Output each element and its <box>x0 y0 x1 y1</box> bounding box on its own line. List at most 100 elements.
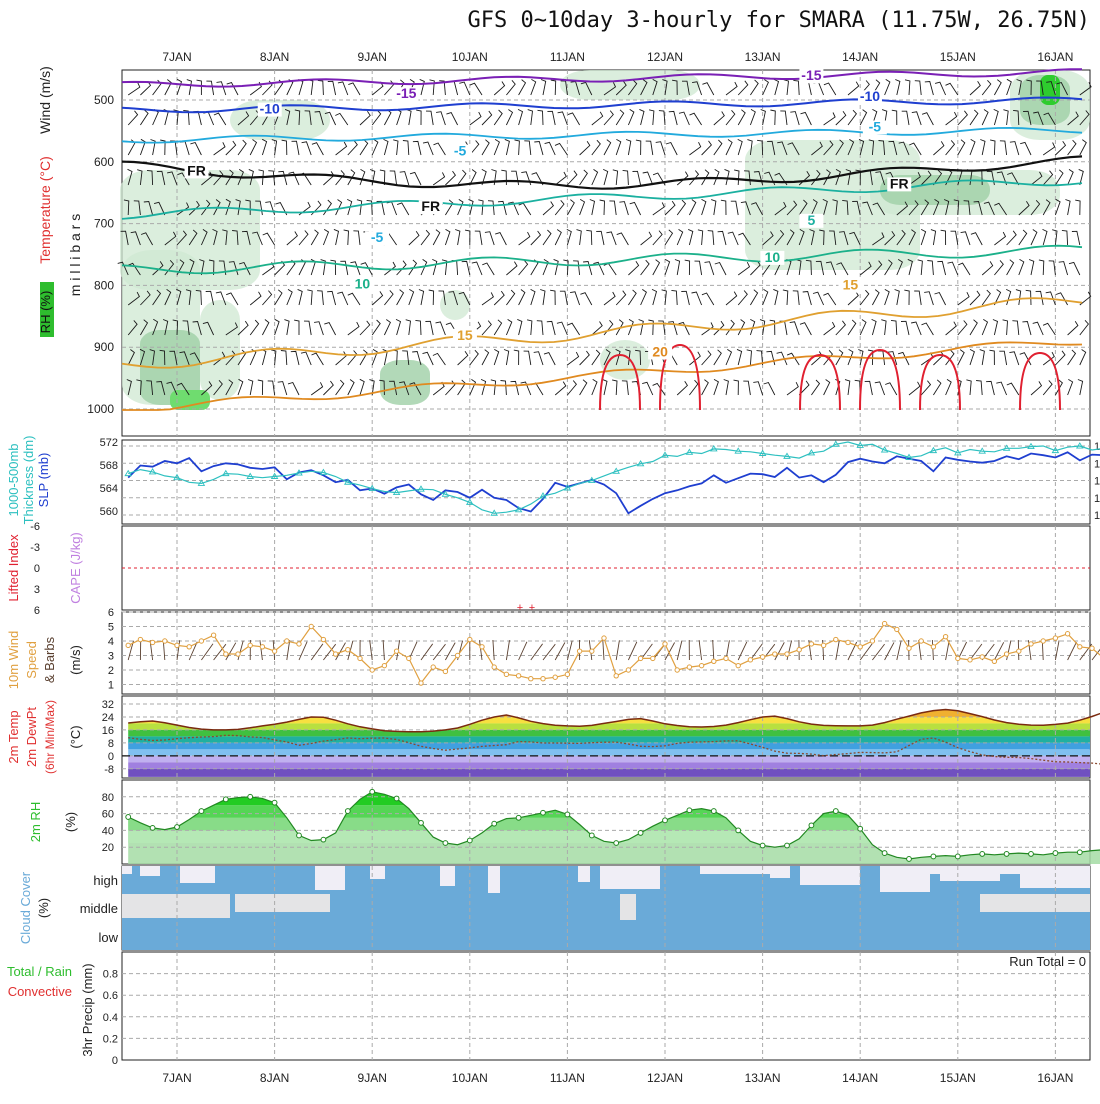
temp2m-tick-label: 32 <box>102 699 114 711</box>
contour-label: 15 <box>457 327 473 343</box>
rh2m-marker <box>687 808 692 813</box>
wind10-marker <box>992 659 996 663</box>
thickness-tick-label: 572 <box>100 437 118 449</box>
cloud-gap-high <box>800 866 860 885</box>
x-tick-label-bottom: 12JAN <box>647 1071 683 1085</box>
wind10-marker <box>736 663 740 667</box>
wind10-marker <box>760 655 764 659</box>
thickness-tick-label: 564 <box>100 483 118 495</box>
x-tick-label-bottom: 10JAN <box>452 1071 488 1085</box>
wind10-marker <box>1004 652 1008 656</box>
li-tick-label: 0 <box>34 563 40 575</box>
rh2m-marker <box>394 796 399 801</box>
wind10-marker <box>699 663 703 667</box>
rh2m-marker <box>663 818 668 823</box>
wind10-marker <box>675 668 679 672</box>
rh2m-marker <box>565 812 570 817</box>
x-tick-label-top: 15JAN <box>940 50 976 64</box>
contour-label: FR <box>890 175 909 191</box>
rh2m-marker <box>809 823 814 828</box>
contour-label: -5 <box>371 229 384 245</box>
contour-label: -15 <box>801 67 821 83</box>
li-tick-label: 6 <box>34 605 40 617</box>
x-tick-label-top: 12JAN <box>647 50 683 64</box>
pressure-tick-label: 1000 <box>87 402 114 416</box>
rh2m-marker <box>443 841 448 846</box>
wind10-marker <box>943 634 947 638</box>
rh2m-marker <box>467 838 472 843</box>
temperature-label: Temperature (°C) <box>37 156 53 264</box>
pressure-tick-label: 800 <box>94 278 114 292</box>
wind10-marker <box>407 656 411 660</box>
rh2m-marker <box>126 815 131 820</box>
run-total-text: Run Total = 0 <box>1009 954 1086 969</box>
wind10-marker <box>919 639 923 643</box>
wind10-marker <box>541 677 545 681</box>
temp2m-band <box>122 756 1090 762</box>
rh2m-marker <box>785 843 790 848</box>
rh2m-marker <box>638 831 643 836</box>
wind10-marker <box>1078 645 1082 649</box>
contour-label: -15 <box>396 85 416 101</box>
rh2m-marker <box>858 826 863 831</box>
temp2m-label-2: 2m DewPt <box>24 707 39 767</box>
wind10-marker <box>187 645 191 649</box>
x-tick-label-top: 9JAN <box>358 50 387 64</box>
li-tick-label: -6 <box>30 521 40 533</box>
x-tick-label-top: 10JAN <box>452 50 488 64</box>
contour-label: 10 <box>355 275 371 291</box>
rh2m-marker <box>1029 852 1034 857</box>
x-tick-label-bottom: 15JAN <box>940 1071 976 1085</box>
wind10-panel <box>122 612 1090 694</box>
rh2m-marker <box>760 843 765 848</box>
cloud-gap-high <box>315 866 345 890</box>
precip-tick-label: 0.6 <box>103 990 118 1002</box>
wind10-marker <box>285 639 289 643</box>
contour-label: FR <box>187 162 206 178</box>
wind10-marker <box>236 652 240 656</box>
rh2m-marker <box>1077 850 1082 855</box>
wind10-marker <box>224 652 228 656</box>
temp2m-tick-label: 24 <box>102 712 114 724</box>
precip-total-label: Total / Rain <box>7 964 72 979</box>
wind10-marker <box>626 668 630 672</box>
precip-panel <box>122 952 1090 1060</box>
cloud-gap-middle <box>980 894 1090 912</box>
contour-label: -10 <box>260 101 280 117</box>
wind10-marker <box>602 636 606 640</box>
wind10-marker <box>248 643 252 647</box>
wind10-label-2: Speed <box>24 641 39 679</box>
thickness-tick-label: 560 <box>100 506 118 518</box>
wind10-marker <box>492 665 496 669</box>
wind10-tick-label: 5 <box>108 622 114 634</box>
wind10-marker <box>553 675 557 679</box>
rh2m-label: 2m RH <box>28 802 43 842</box>
cloud-unit-label: (%) <box>36 898 51 918</box>
wind10-marker <box>1053 636 1057 640</box>
cloud-gap-middle <box>122 894 230 918</box>
wind10-tick-label: 3 <box>108 651 114 663</box>
rh2m-marker <box>907 857 912 862</box>
rh2m-marker <box>882 851 887 856</box>
slp-tick-label: 1011 <box>1094 510 1100 522</box>
wind10-marker <box>809 642 813 646</box>
cloud-gap-high <box>180 866 215 883</box>
rh2m-marker <box>736 828 741 833</box>
temp2m-band <box>122 730 1090 736</box>
wind10-marker <box>712 659 716 663</box>
wind10-marker <box>821 643 825 647</box>
x-tick-label-bottom: 11JAN <box>550 1071 585 1085</box>
rh2m-marker <box>516 815 521 820</box>
pressure-tick-label: 500 <box>94 93 114 107</box>
wind10-marker <box>126 643 130 647</box>
wind10-marker <box>358 656 362 660</box>
wind10-marker <box>956 656 960 660</box>
precip-tick-label: 0.8 <box>103 969 118 981</box>
rh2m-marker <box>370 789 375 794</box>
temp2m-band <box>122 743 1090 749</box>
rh2m-marker <box>931 854 936 859</box>
chart-title: GFS 0~10day 3-hourly for SMARA (11.75W, … <box>300 8 1090 33</box>
wind10-marker <box>516 674 520 678</box>
slp-tick-label: 1017 <box>1094 476 1100 488</box>
